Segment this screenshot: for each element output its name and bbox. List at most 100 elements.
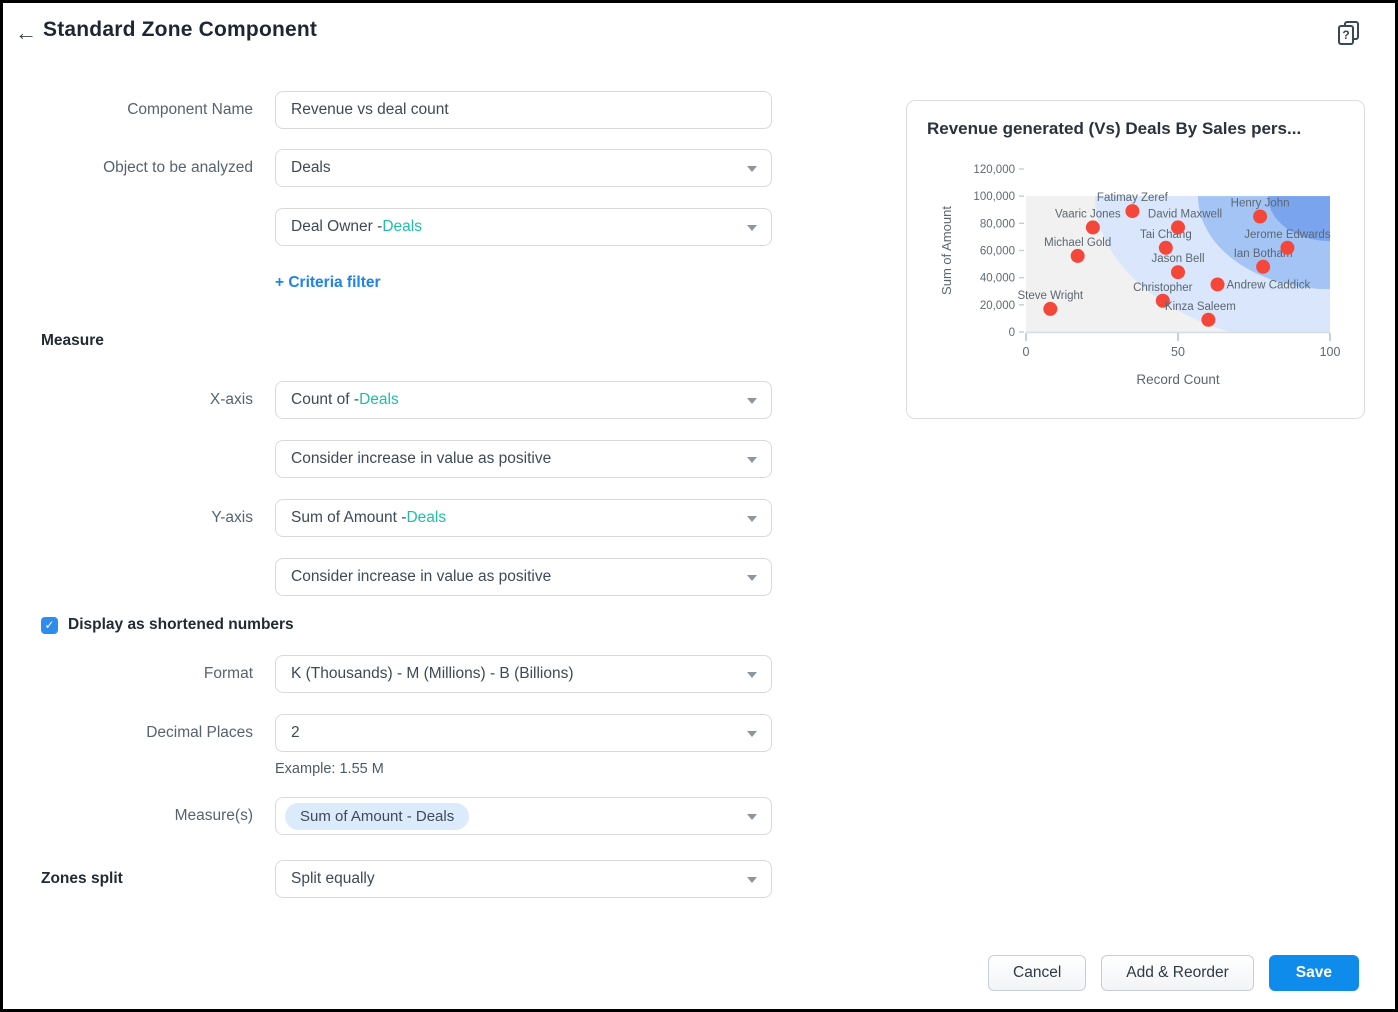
criteria-filter-link[interactable]: + Criteria filter bbox=[275, 274, 381, 291]
svg-text:20,000: 20,000 bbox=[980, 300, 1015, 312]
measures-select[interactable]: Sum of Amount - Deals bbox=[275, 797, 772, 835]
y-axis-select[interactable]: Sum of Amount - Deals bbox=[275, 499, 772, 537]
y-direction-value: Consider increase in value as positive bbox=[291, 568, 552, 585]
data-point bbox=[1085, 220, 1100, 235]
measures-label: Measure(s) bbox=[174, 807, 253, 824]
component-name-label: Component Name bbox=[127, 101, 253, 118]
y-direction-select[interactable]: Consider increase in value as positive bbox=[275, 558, 772, 596]
svg-text:Sum of Amount: Sum of Amount bbox=[939, 206, 954, 295]
header: ← Standard Zone Component ? bbox=[3, 3, 1395, 61]
x-direction-select[interactable]: Consider increase in value as positive bbox=[275, 440, 772, 478]
chart-title: Revenue generated (Vs) Deals By Sales pe… bbox=[927, 119, 1302, 138]
point-label: Fatimay Zeref bbox=[1097, 192, 1169, 204]
checkbox-checked-icon[interactable]: ✓ bbox=[41, 616, 58, 634]
svg-text:60,000: 60,000 bbox=[980, 246, 1015, 258]
object-row: Object to be analyzed Deals bbox=[3, 149, 772, 187]
point-label: Steve Wright bbox=[1018, 290, 1084, 302]
help-icon[interactable]: ? bbox=[1338, 21, 1362, 47]
y-axis-select-prefix: Sum of Amount - bbox=[291, 509, 407, 526]
measure-chip[interactable]: Sum of Amount - Deals bbox=[285, 802, 470, 830]
measures-row: Measure(s) Sum of Amount - Deals bbox=[3, 797, 772, 835]
zones-split-label: Zones split bbox=[41, 870, 123, 887]
chevron-down-icon bbox=[747, 575, 757, 581]
chevron-down-icon bbox=[747, 225, 757, 231]
chevron-down-icon bbox=[747, 166, 757, 172]
help-icon-question: ? bbox=[1338, 25, 1354, 45]
data-point bbox=[1155, 293, 1170, 308]
format-row: Format K (Thousands) - M (Millions) - B … bbox=[3, 655, 772, 693]
point-label: Henry John bbox=[1231, 198, 1290, 210]
decimal-places-select[interactable]: 2 bbox=[275, 714, 772, 752]
x-direction-value: Consider increase in value as positive bbox=[291, 450, 552, 467]
data-point bbox=[1158, 240, 1173, 255]
svg-text:80,000: 80,000 bbox=[980, 218, 1015, 230]
point-label: Ian Botham bbox=[1234, 248, 1293, 260]
decimal-places-row: Decimal Places 2 bbox=[3, 714, 772, 752]
point-label: Christopher bbox=[1133, 282, 1193, 294]
point-label: Michael Gold bbox=[1044, 237, 1111, 249]
svg-text:40,000: 40,000 bbox=[980, 273, 1015, 285]
data-point bbox=[1253, 209, 1268, 224]
zone-scatter-chart: 0 20,000 40,000 60,000 80,000 100,000 120,000 0… bbox=[939, 164, 1341, 387]
component-name-row: Component Name bbox=[3, 91, 772, 129]
object-select-value: Deals bbox=[291, 159, 331, 176]
data-point bbox=[1201, 312, 1216, 327]
format-select[interactable]: K (Thousands) - M (Millions) - B (Billio… bbox=[275, 655, 772, 693]
x-direction-row: Consider increase in value as positive bbox=[3, 440, 772, 478]
x-axis-select[interactable]: Count of - Deals bbox=[275, 381, 772, 419]
shortened-numbers-checkbox-row[interactable]: ✓ Display as shortened numbers bbox=[41, 616, 294, 634]
format-label: Format bbox=[203, 665, 253, 682]
data-point bbox=[1043, 301, 1058, 316]
data-point bbox=[1256, 259, 1271, 274]
y-axis-select-module: Deals bbox=[406, 509, 447, 526]
format-value: K (Thousands) - M (Millions) - B (Billio… bbox=[291, 665, 574, 682]
point-label: Andrew Caddick bbox=[1227, 279, 1311, 291]
zone-dark bbox=[1268, 196, 1330, 242]
chart-preview-card: Revenue generated (Vs) Deals By Sales pe… bbox=[906, 100, 1365, 419]
page-title: Standard Zone Component bbox=[43, 18, 318, 41]
point-label: Kinza Saleem bbox=[1165, 301, 1236, 313]
svg-text:0: 0 bbox=[1023, 345, 1030, 359]
save-button[interactable]: Save bbox=[1268, 955, 1359, 991]
svg-text:100,000: 100,000 bbox=[973, 191, 1015, 203]
x-axis-select-prefix: Count of - bbox=[291, 391, 360, 408]
shortened-numbers-label: Display as shortened numbers bbox=[68, 616, 294, 633]
format-example-note: Example: 1.55 M bbox=[275, 761, 384, 777]
zones-split-value: Split equally bbox=[291, 870, 375, 887]
grouping-select-prefix: Deal Owner - bbox=[291, 218, 383, 235]
point-label: Vaaric Jones bbox=[1055, 208, 1121, 220]
chevron-down-icon bbox=[747, 672, 757, 678]
add-reorder-button[interactable]: Add & Reorder bbox=[1101, 955, 1254, 991]
grouping-row: Deal Owner - Deals bbox=[3, 208, 772, 246]
grouping-select[interactable]: Deal Owner - Deals bbox=[275, 208, 772, 246]
y-direction-row: Consider increase in value as positive bbox=[3, 558, 772, 596]
zones-split-select[interactable]: Split equally bbox=[275, 860, 772, 898]
point-label: Jerome Edwards bbox=[1244, 229, 1331, 241]
point-label: Jason Bell bbox=[1151, 253, 1204, 265]
component-name-input[interactable] bbox=[275, 91, 772, 129]
criteria-filter-row: + Criteria filter bbox=[3, 274, 381, 292]
svg-text:Record Count: Record Count bbox=[1136, 372, 1220, 387]
point-label: David Maxwell bbox=[1148, 208, 1222, 220]
y-axis-row: Y-axis Sum of Amount - Deals bbox=[3, 499, 772, 537]
measure-heading: Measure bbox=[41, 332, 104, 349]
chevron-down-icon bbox=[747, 398, 757, 404]
y-axis-label: Y-axis bbox=[211, 509, 253, 526]
decimal-places-value: 2 bbox=[291, 724, 300, 741]
decimal-places-label: Decimal Places bbox=[146, 724, 253, 741]
chevron-down-icon bbox=[747, 457, 757, 463]
data-point bbox=[1171, 265, 1185, 280]
zones-split-row: Zones split Split equally bbox=[3, 860, 772, 898]
object-select[interactable]: Deals bbox=[275, 149, 772, 187]
cancel-button[interactable]: Cancel bbox=[988, 955, 1087, 991]
data-point bbox=[1070, 248, 1085, 263]
svg-text:120,000: 120,000 bbox=[973, 164, 1015, 176]
back-arrow-icon[interactable]: ← bbox=[15, 20, 37, 45]
data-point bbox=[1210, 277, 1225, 292]
x-axis-row: X-axis Count of - Deals bbox=[3, 381, 772, 419]
svg-text:100: 100 bbox=[1320, 345, 1341, 359]
data-point bbox=[1171, 220, 1185, 235]
svg-text:50: 50 bbox=[1171, 345, 1185, 359]
footer-actions: Cancel Add & Reorder Save bbox=[988, 955, 1359, 991]
